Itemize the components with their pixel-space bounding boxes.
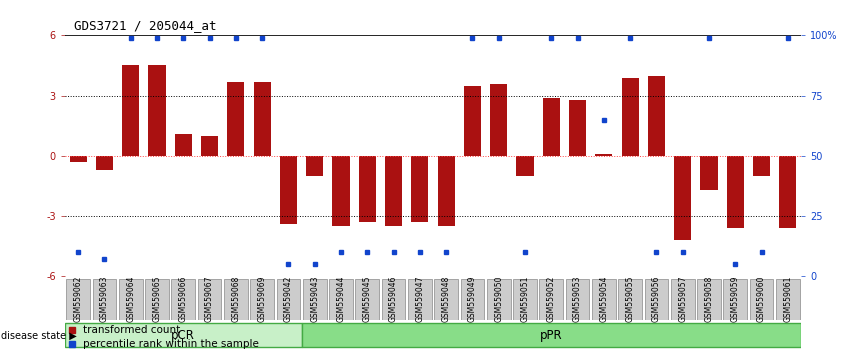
Text: GSM559063: GSM559063 [100, 276, 109, 322]
FancyBboxPatch shape [487, 279, 511, 320]
Bar [543, 98, 559, 156]
Bar [648, 75, 665, 156]
Text: GSM559054: GSM559054 [599, 276, 609, 322]
Text: GSM559061: GSM559061 [784, 276, 792, 322]
Bar [779, 156, 797, 228]
FancyBboxPatch shape [723, 279, 747, 320]
FancyBboxPatch shape [355, 279, 379, 320]
Bar [280, 156, 297, 224]
Bar [701, 156, 718, 190]
Text: GSM559047: GSM559047 [416, 276, 424, 322]
Text: percentile rank within the sample: percentile rank within the sample [83, 339, 259, 349]
Text: GSM559050: GSM559050 [494, 276, 503, 322]
Bar [96, 156, 113, 170]
Text: GSM559042: GSM559042 [284, 276, 293, 322]
Text: GSM559052: GSM559052 [546, 276, 556, 322]
Text: disease state ▶: disease state ▶ [1, 330, 76, 341]
FancyBboxPatch shape [329, 279, 352, 320]
Text: GSM559069: GSM559069 [257, 276, 267, 322]
FancyBboxPatch shape [67, 279, 90, 320]
Text: GSM559053: GSM559053 [573, 276, 582, 322]
Bar [148, 65, 165, 156]
Text: GSM559056: GSM559056 [652, 276, 661, 322]
Text: GSM559062: GSM559062 [74, 276, 82, 322]
FancyBboxPatch shape [250, 279, 274, 320]
FancyBboxPatch shape [618, 279, 642, 320]
Bar [307, 156, 323, 176]
Text: GSM559051: GSM559051 [520, 276, 529, 322]
Bar [569, 99, 586, 156]
Bar [622, 78, 639, 156]
Text: GSM559065: GSM559065 [152, 276, 161, 322]
Bar [675, 156, 691, 240]
Text: GSM559049: GSM559049 [468, 276, 477, 322]
Text: pCR: pCR [171, 329, 195, 342]
FancyBboxPatch shape [592, 279, 616, 320]
Text: GSM559043: GSM559043 [310, 276, 320, 322]
Bar [595, 154, 612, 156]
Text: GSM559046: GSM559046 [389, 276, 398, 322]
Bar [359, 156, 376, 222]
Bar [201, 136, 218, 156]
FancyBboxPatch shape [224, 279, 248, 320]
Bar [333, 156, 350, 226]
Bar [464, 86, 481, 156]
Bar [516, 156, 533, 176]
Text: GDS3721 / 205044_at: GDS3721 / 205044_at [74, 19, 216, 32]
FancyBboxPatch shape [671, 279, 695, 320]
FancyBboxPatch shape [514, 279, 537, 320]
Text: GSM559067: GSM559067 [205, 276, 214, 322]
FancyBboxPatch shape [408, 279, 431, 320]
FancyBboxPatch shape [461, 279, 484, 320]
FancyBboxPatch shape [382, 279, 405, 320]
FancyBboxPatch shape [171, 279, 195, 320]
FancyBboxPatch shape [197, 279, 222, 320]
FancyBboxPatch shape [119, 279, 143, 320]
Text: GSM559048: GSM559048 [442, 276, 450, 322]
Bar [753, 156, 770, 176]
Bar [411, 156, 429, 222]
Text: GSM559068: GSM559068 [231, 276, 241, 322]
FancyBboxPatch shape [776, 279, 799, 320]
Text: GSM559066: GSM559066 [178, 276, 188, 322]
Text: GSM559064: GSM559064 [126, 276, 135, 322]
FancyBboxPatch shape [540, 279, 563, 320]
Text: GSM559044: GSM559044 [337, 276, 346, 322]
Text: GSM559060: GSM559060 [757, 276, 766, 322]
FancyBboxPatch shape [565, 279, 590, 320]
Text: GSM559058: GSM559058 [705, 276, 714, 322]
Bar [69, 156, 87, 162]
FancyBboxPatch shape [435, 279, 458, 320]
Bar [727, 156, 744, 228]
Text: GSM559055: GSM559055 [625, 276, 635, 322]
Bar [175, 134, 191, 156]
Text: GSM559059: GSM559059 [731, 276, 740, 322]
FancyBboxPatch shape [303, 279, 326, 320]
FancyBboxPatch shape [93, 279, 116, 320]
FancyBboxPatch shape [750, 279, 773, 320]
FancyBboxPatch shape [276, 279, 301, 320]
Bar [227, 81, 244, 156]
FancyBboxPatch shape [697, 279, 721, 320]
Bar [122, 65, 139, 156]
Bar [437, 156, 455, 226]
FancyBboxPatch shape [301, 324, 801, 347]
FancyBboxPatch shape [145, 279, 169, 320]
FancyBboxPatch shape [644, 279, 669, 320]
Bar [385, 156, 402, 226]
Text: GSM559045: GSM559045 [363, 276, 372, 322]
Bar [490, 84, 507, 156]
FancyBboxPatch shape [65, 324, 301, 347]
Bar [254, 81, 271, 156]
Text: transformed count: transformed count [83, 325, 181, 335]
Text: GSM559057: GSM559057 [678, 276, 688, 322]
Text: pPR: pPR [540, 329, 563, 342]
